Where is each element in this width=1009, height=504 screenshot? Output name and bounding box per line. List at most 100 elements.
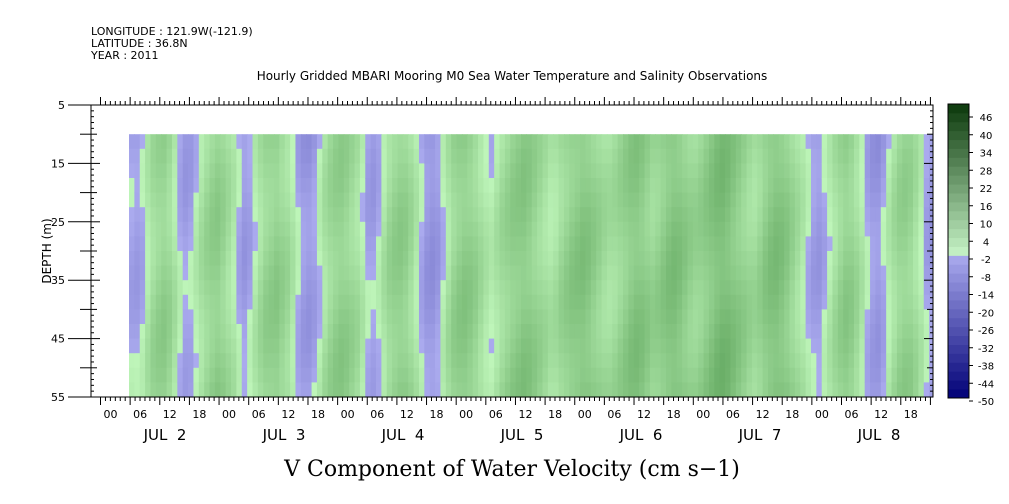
heatmap-cell: [456, 236, 463, 252]
heatmap-cell: [429, 338, 436, 354]
heatmap-cell: [569, 367, 576, 383]
heatmap-cell: [816, 338, 823, 354]
heatmap-cell: [370, 251, 377, 267]
heatmap-cell: [397, 236, 404, 252]
heatmap-cell: [204, 309, 211, 325]
heatmap-cell: [451, 236, 458, 252]
heatmap-cell: [247, 265, 254, 281]
heatmap-cell: [896, 367, 903, 383]
heatmap-cell: [526, 309, 533, 325]
heatmap-cell: [537, 221, 544, 237]
heatmap-cell: [708, 324, 715, 340]
heatmap-cell: [741, 265, 748, 281]
heatmap-cell: [666, 382, 672, 398]
heatmap-cell: [166, 324, 173, 340]
heatmap-cell: [504, 134, 511, 150]
heatmap-cell: [295, 338, 302, 354]
heatmap-cell: [714, 294, 721, 310]
heatmap-cell: [623, 367, 630, 383]
heatmap-cell: [182, 338, 189, 354]
heatmap-cell: [810, 148, 817, 164]
colorbar-band: [948, 300, 969, 310]
heatmap-cell: [547, 134, 554, 150]
heatmap-cell: [155, 192, 162, 208]
heatmap-cell: [913, 353, 919, 369]
heatmap-cell: [864, 236, 871, 252]
heatmap-cell: [794, 294, 801, 310]
heatmap-cell: [682, 163, 689, 179]
heatmap-cell: [902, 367, 909, 383]
heatmap-cell: [139, 134, 146, 150]
heatmap-cell: [569, 294, 576, 310]
heatmap-cell: [402, 280, 409, 296]
heatmap-cell: [225, 294, 232, 310]
heatmap-cell: [263, 280, 270, 296]
heatmap-cell: [225, 265, 232, 281]
heatmap-cell: [698, 382, 705, 398]
heatmap-cell: [322, 236, 329, 252]
heatmap-cell: [155, 265, 162, 281]
heatmap-cell: [327, 265, 334, 281]
heatmap-cell: [859, 221, 866, 237]
heatmap-cell: [558, 251, 565, 267]
heatmap-cell: [542, 148, 549, 164]
heatmap-cell: [870, 163, 877, 179]
heatmap-cell: [644, 338, 651, 354]
heatmap-cell: [687, 163, 694, 179]
heatmap-cell: [445, 251, 452, 267]
heatmap-cell: [284, 163, 291, 179]
colorbar-band: [948, 184, 969, 194]
heatmap-cell: [354, 294, 361, 310]
heatmap-cells: [129, 134, 933, 398]
heatmap-cell: [703, 163, 710, 179]
heatmap-cell: [537, 353, 544, 369]
heatmap-cell: [467, 382, 474, 398]
heatmap-cell: [461, 353, 468, 369]
heatmap-cell: [821, 353, 828, 369]
heatmap-cell: [558, 192, 565, 208]
heatmap-cell: [445, 382, 452, 398]
heatmap-cell: [537, 382, 544, 398]
heatmap-cell: [418, 221, 425, 237]
heatmap-cell: [735, 324, 742, 340]
heatmap-cell: [730, 221, 737, 237]
heatmap-cell: [923, 309, 930, 325]
heatmap-cell: [440, 338, 447, 354]
heatmap-cell: [870, 207, 877, 223]
heatmap-cell: [327, 382, 334, 398]
heatmap-cell: [129, 207, 135, 223]
heatmap-cell: [510, 367, 517, 383]
heatmap-cell: [316, 324, 323, 340]
heatmap-cell: [177, 163, 184, 179]
heatmap-cell: [623, 163, 630, 179]
heatmap-cell: [843, 251, 850, 267]
heatmap-cell: [703, 134, 710, 150]
heatmap-cell: [563, 236, 570, 252]
heatmap-cell: [682, 221, 689, 237]
heatmap-cell: [569, 338, 576, 354]
heatmap-cell: [596, 251, 603, 267]
heatmap-cell: [923, 178, 930, 194]
heatmap-cell: [891, 148, 898, 164]
heatmap-cell: [929, 192, 933, 208]
heatmap-cell: [682, 338, 689, 354]
heatmap-cell: [155, 236, 162, 252]
heatmap-cell: [682, 309, 689, 325]
heatmap-cell: [316, 236, 323, 252]
heatmap-cell: [273, 148, 280, 164]
heatmap-cell: [467, 221, 474, 237]
heatmap-cell: [225, 338, 232, 354]
heatmap-cell: [322, 192, 329, 208]
heatmap-cell: [198, 338, 205, 354]
heatmap-cell: [435, 280, 442, 296]
heatmap-cell: [805, 163, 812, 179]
heatmap-cell: [676, 382, 683, 398]
heatmap-cell: [810, 324, 817, 340]
heatmap-cell: [773, 134, 780, 150]
heatmap-cell: [209, 236, 216, 252]
heatmap-cell: [896, 382, 903, 398]
heatmap-cell: [596, 294, 603, 310]
heatmap-cell: [574, 148, 581, 164]
heatmap-cell: [435, 192, 442, 208]
heatmap-cell: [322, 251, 329, 267]
